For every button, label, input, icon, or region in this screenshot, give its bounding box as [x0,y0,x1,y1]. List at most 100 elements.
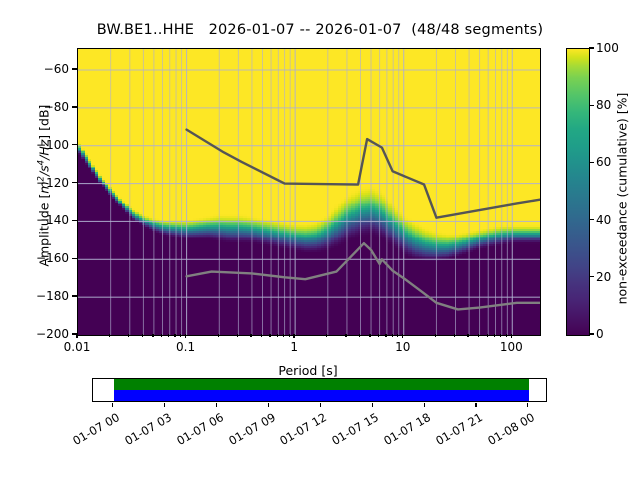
x-tick-mark-minor [217,334,219,337]
x-tick-mark-major [402,334,404,338]
x-tick-mark-major [184,334,187,338]
time-tick-mark [475,403,477,407]
x-tick-mark-minor [269,334,271,337]
x-tick-mark-minor [486,334,488,337]
time-tick-label: 01-07 15 [329,410,382,448]
y-tick-mark [72,257,77,259]
colorbar-tick-mark [589,161,594,163]
coverage-bar-green [113,379,529,390]
time-coverage-bar[interactable] [92,378,547,402]
x-tick-mark-minor [260,334,263,337]
x-tick-label: 10 [395,340,411,354]
colorbar-tick-label: 40 [596,212,612,227]
x-tick-mark-minor [168,334,170,337]
x-tick-mark-minor [276,334,278,337]
x-tick-mark-minor [152,334,154,337]
time-tick-mark [216,403,218,407]
y-tick-mark [72,295,77,297]
x-tick-mark-minor [358,334,361,337]
y-tick-label: −140 [36,213,69,228]
x-tick-label: 0.1 [176,340,196,354]
time-tick-label: 01-07 00 [70,410,122,448]
x-tick-mark-minor [109,334,111,337]
x-tick-mark-minor [505,334,507,337]
x-tick-mark-major [293,334,295,338]
x-tick-mark-minor [160,334,163,337]
y-tick-label: −100 [36,137,69,152]
colorbar-tick-label: 20 [596,269,612,284]
x-tick-mark-minor [434,334,437,337]
plot-title: BW.BE1..HHE 2026-01-07 -- 2026-01-07 (48… [96,22,544,38]
x-tick-mark-minor [141,334,143,337]
y-tick-mark [72,106,77,108]
colorbar-tick-label: 60 [596,155,612,170]
ppsd-heatmap [78,49,540,335]
y-tick-mark [72,333,77,335]
x-tick-mark-minor [250,334,252,337]
x-tick-mark-minor [500,334,502,337]
plot-gridlines [78,49,540,335]
colorbar-tick-mark [589,104,594,106]
time-tick-label: 01-07 09 [225,410,278,448]
x-axis-label: Period [s] [278,363,338,378]
time-tick-mark [164,403,166,407]
x-tick-mark-minor [128,334,130,337]
time-tick-mark [371,403,373,407]
time-tick-mark [112,403,114,407]
x-tick-mark-minor [391,334,393,337]
colorbar-tick-mark [589,219,594,221]
time-coverage-fill [113,379,529,401]
time-tick-label: 01-07 18 [381,410,434,448]
time-tick-mark [267,403,270,407]
colorbar-tick-label: 80 [596,98,612,113]
y-tick-mark [72,68,77,70]
x-tick-mark-minor [377,334,380,337]
x-tick-mark-minor [467,334,469,337]
x-tick-mark-minor [288,334,290,337]
x-tick-mark-minor [282,334,285,337]
time-tick-mark [319,403,321,407]
x-tick-mark-minor [385,334,387,337]
x-tick-mark-major [76,334,78,338]
x-tick-mark-minor [236,334,239,337]
x-tick-label: 100 [499,340,523,354]
time-tick-label: 01-07 21 [433,410,486,448]
time-tick-label: 01-07 12 [277,410,330,448]
y-tick-label: −60 [43,62,69,76]
y-tick-label: −180 [36,289,69,304]
x-tick-mark-minor [179,334,182,337]
ppsd-plot-area[interactable] [77,48,541,336]
colorbar[interactable] [566,48,590,336]
time-tick-label: 01-08 00 [485,410,537,448]
y-tick-mark [72,181,77,184]
colorbar-tick-mark [589,333,594,335]
x-tick-mark-minor [326,334,328,337]
time-tick-label: 01-07 06 [173,410,226,448]
x-tick-mark-major [510,334,512,338]
coverage-bar-blue [113,390,529,401]
time-tick-mark [423,403,425,407]
y-tick-label: −200 [36,327,69,341]
y-tick-label: −80 [43,99,69,114]
colorbar-tick-mark [589,276,594,278]
x-tick-mark-minor [477,334,480,337]
time-tick-mark [527,403,529,407]
y-tick-mark [72,144,77,146]
y-tick-mark [72,219,77,222]
noise-model-curves [185,128,540,311]
x-tick-mark-minor [493,334,496,337]
colorbar-tick-label: 0 [596,327,604,341]
x-tick-mark-minor [369,334,371,337]
y-tick-label: −120 [36,175,69,190]
x-tick-label: 0.01 [63,340,91,354]
x-tick-mark-minor [345,334,347,337]
x-tick-mark-minor [453,334,456,337]
colorbar-tick-mark [589,47,594,49]
y-tick-label: −160 [36,251,69,266]
x-tick-label: 1 [290,340,298,354]
colorbar-tick-label: 100 [596,41,619,55]
x-tick-mark-minor [174,334,176,337]
time-tick-label: 01-07 03 [122,410,174,448]
colorbar-label: non-exceedance (cumulative) [%] [614,92,630,305]
